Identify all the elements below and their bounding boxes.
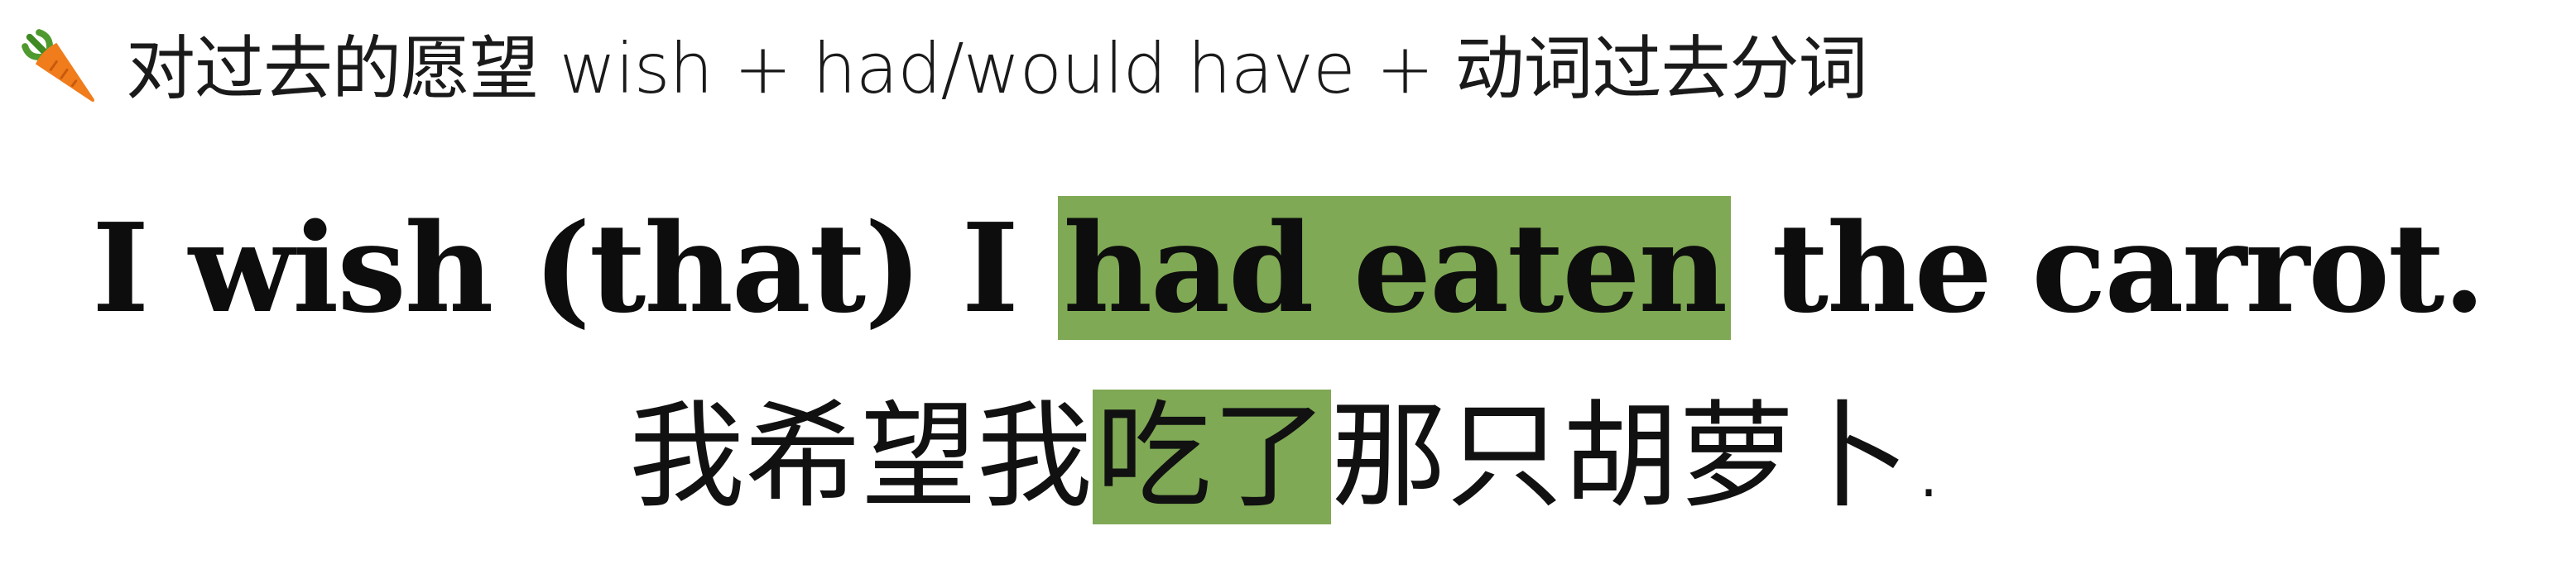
english-example-sentence: I wish (that) I had eaten the carrot.: [0, 185, 2576, 351]
chinese-sentence-end: 那只胡萝卜.: [1330, 390, 1948, 524]
chinese-sentence-start: 我希望我: [628, 390, 1093, 524]
english-sentence-end: the carrot.: [1771, 196, 2486, 340]
carrot-icon: [15, 22, 108, 115]
english-sentence-start: I wish (that) I: [92, 196, 1019, 340]
chinese-highlighted-verb: 吃了: [1092, 390, 1331, 524]
chinese-translation-sentence: 我希望我吃了那只胡萝卜.: [0, 372, 2576, 542]
heading-text: 对过去的愿望 wish + had/would have + 动词过去分词: [126, 28, 1867, 109]
heading: 对过去的愿望 wish + had/would have + 动词过去分词: [15, 15, 1867, 122]
english-highlighted-verb: had eaten: [1058, 196, 1732, 340]
